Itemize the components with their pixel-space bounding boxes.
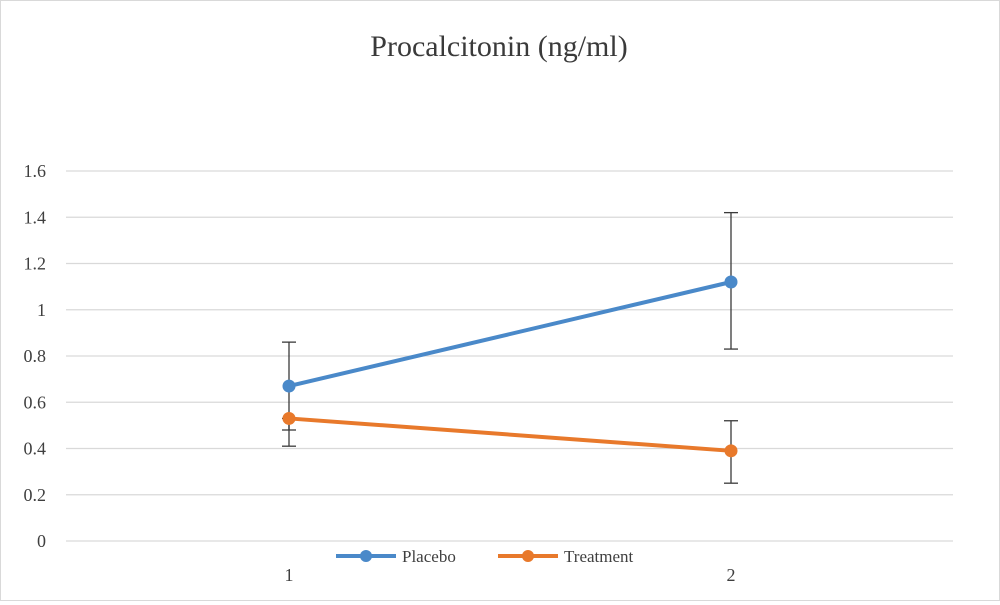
legend: Placebo Treatment bbox=[336, 547, 634, 566]
series-line bbox=[287, 416, 733, 453]
series-treatment bbox=[282, 411, 738, 484]
legend-marker bbox=[522, 550, 534, 562]
x-tick-label: 2 bbox=[727, 565, 736, 585]
data-point bbox=[282, 411, 296, 425]
legend-label: Treatment bbox=[564, 547, 634, 566]
y-tick-label: 0.6 bbox=[24, 392, 47, 412]
legend-item-treatment: Treatment bbox=[498, 547, 634, 566]
series-layer bbox=[282, 211, 738, 484]
y-tick-label: 1 bbox=[37, 300, 46, 320]
legend-marker bbox=[360, 550, 372, 562]
data-point bbox=[724, 275, 738, 289]
y-tick-label: 0.4 bbox=[24, 439, 47, 459]
data-point bbox=[282, 379, 296, 393]
y-tick-label: 0.8 bbox=[24, 346, 47, 366]
data-point bbox=[724, 444, 738, 458]
y-tick-label: 0 bbox=[37, 531, 46, 551]
y-axis-ticks: 0 0.2 0.4 0.6 0.8 1 1.2 1.4 1.6 bbox=[24, 161, 47, 551]
x-tick-label: 1 bbox=[285, 565, 294, 585]
chart-title: Procalcitonin (ng/ml) bbox=[370, 30, 627, 63]
gridlines bbox=[66, 170, 953, 542]
y-tick-label: 1.2 bbox=[24, 254, 47, 274]
y-tick-label: 0.2 bbox=[24, 485, 47, 505]
y-tick-label: 1.6 bbox=[24, 161, 47, 181]
y-tick-label: 1.4 bbox=[24, 207, 47, 227]
series-line bbox=[287, 280, 733, 389]
legend-item-placebo: Placebo bbox=[336, 547, 456, 566]
series-placebo bbox=[282, 211, 738, 431]
legend-label: Placebo bbox=[402, 547, 456, 566]
